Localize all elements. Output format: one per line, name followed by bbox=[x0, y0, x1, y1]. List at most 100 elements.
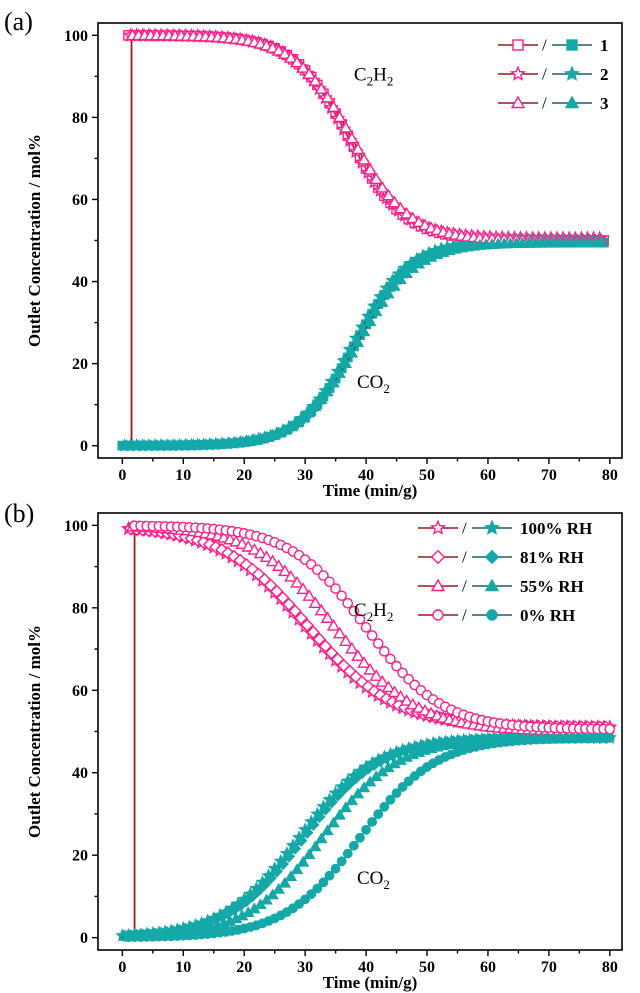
co2-point bbox=[357, 325, 371, 337]
co2-point bbox=[400, 267, 413, 279]
c2h2-point bbox=[372, 638, 384, 649]
co2-point bbox=[325, 795, 338, 809]
c2h2-point bbox=[265, 554, 280, 567]
co2-point bbox=[363, 775, 377, 787]
c2h2-point bbox=[332, 626, 347, 639]
co2-point bbox=[367, 816, 378, 827]
c2h2-point bbox=[348, 605, 360, 617]
y-tick-label: 0 bbox=[80, 438, 88, 455]
co2-point bbox=[361, 824, 371, 835]
c2h2-point bbox=[318, 570, 329, 581]
y-tick-label: 60 bbox=[72, 683, 88, 700]
c2h2-point bbox=[387, 685, 402, 698]
legend-open-marker bbox=[430, 578, 446, 592]
co2-point bbox=[282, 850, 296, 863]
legend-filled-marker bbox=[566, 39, 578, 51]
x-tick-label: 20 bbox=[236, 467, 252, 484]
x-tick-label: 30 bbox=[297, 959, 313, 976]
legend-open-marker bbox=[429, 519, 447, 535]
c2h2-point bbox=[604, 723, 616, 735]
co2-point bbox=[300, 894, 311, 905]
c2h2-point bbox=[366, 630, 378, 641]
co2-point bbox=[300, 826, 314, 839]
co2-point bbox=[339, 357, 352, 368]
c2h2-point bbox=[342, 597, 354, 609]
co2-point bbox=[355, 832, 365, 843]
y-axis-title: Outlet Concentration / mol% bbox=[25, 134, 44, 347]
legend-item: / 81% RH bbox=[418, 548, 584, 567]
legend-filled-marker bbox=[564, 95, 580, 109]
co2-point bbox=[331, 789, 344, 802]
x-tick-label: 10 bbox=[175, 467, 191, 484]
co2-point bbox=[270, 865, 283, 878]
chart-panel-a: (a) 0 10 20 30 40 50 60 70 80 0 20 40 60 80 100 Time (mi… bbox=[4, 7, 623, 500]
co2-point bbox=[264, 871, 277, 885]
y-tick-label: 80 bbox=[72, 600, 88, 617]
panel-label: (b) bbox=[4, 499, 34, 528]
co2-point bbox=[337, 782, 350, 796]
legend-label: 0% RH bbox=[520, 606, 575, 625]
co2-point bbox=[351, 787, 365, 799]
c2h2-point bbox=[354, 613, 366, 625]
c2h2-point bbox=[357, 656, 371, 668]
legend-item: /1 bbox=[498, 36, 609, 55]
co2-label: CO2 bbox=[357, 868, 390, 892]
c2h2-point bbox=[308, 74, 323, 86]
c2h2-point bbox=[345, 641, 359, 654]
x-tick-label: 0 bbox=[118, 467, 126, 484]
c2h2-point bbox=[324, 646, 339, 660]
c2h2-point bbox=[324, 576, 335, 588]
c2h2-point bbox=[330, 583, 341, 594]
co2-point bbox=[290, 863, 304, 875]
c2h2-point bbox=[391, 660, 402, 672]
legend-slash: / bbox=[462, 577, 467, 596]
c2h2-point bbox=[284, 51, 298, 63]
c2h2-point bbox=[406, 211, 420, 224]
co2-point bbox=[266, 888, 279, 900]
co2-point bbox=[330, 863, 341, 874]
co2-point bbox=[276, 857, 290, 871]
co2-point bbox=[278, 876, 292, 888]
co2-point bbox=[388, 279, 401, 291]
co2-point bbox=[313, 810, 326, 824]
co2-point bbox=[394, 273, 407, 284]
c2h2-point bbox=[290, 55, 304, 68]
c2h2-point bbox=[294, 611, 308, 625]
c2h2-point bbox=[271, 43, 286, 56]
y-tick-label: 100 bbox=[64, 518, 88, 535]
y-tick-label: 20 bbox=[72, 356, 88, 373]
c2h2-point bbox=[253, 546, 268, 559]
c2h2-point bbox=[312, 632, 327, 646]
co2-point bbox=[321, 385, 334, 397]
co2-point bbox=[382, 287, 395, 299]
co2-point bbox=[296, 855, 310, 867]
legend-slash: / bbox=[542, 94, 547, 113]
c2h2-point bbox=[296, 582, 310, 595]
series-3 bbox=[120, 28, 609, 451]
c2h2-point bbox=[351, 649, 365, 661]
c2h2-label: C2H2 bbox=[354, 64, 393, 88]
y-tick-label: 60 bbox=[72, 192, 88, 209]
co2-point bbox=[342, 848, 353, 859]
co2-point bbox=[351, 335, 365, 347]
c2h2-point bbox=[320, 611, 335, 623]
legend-label: 55% RH bbox=[520, 577, 584, 596]
c2h2-point bbox=[399, 206, 414, 219]
co2-point bbox=[309, 840, 322, 852]
c2h2-point bbox=[336, 590, 347, 602]
co2-point bbox=[309, 400, 322, 412]
c2h2-point bbox=[314, 603, 329, 616]
co2-point bbox=[246, 889, 259, 903]
c2h2-point bbox=[259, 550, 274, 563]
legend-slash: / bbox=[462, 519, 467, 538]
c2h2-point bbox=[314, 82, 329, 94]
y-tick-label: 40 bbox=[72, 274, 88, 291]
legend-item: /3 bbox=[498, 94, 609, 113]
legend-slash: / bbox=[462, 548, 467, 567]
c2h2-point bbox=[306, 625, 321, 639]
chart-panel-b: (b) 0 10 20 30 40 50 60 70 80 0 20 40 60 80 100 Time (mi… bbox=[4, 499, 623, 992]
c2h2-point bbox=[369, 669, 383, 681]
co2-point bbox=[284, 870, 298, 882]
c2h2-label: C2H2 bbox=[354, 600, 393, 624]
c2h2-point bbox=[296, 60, 310, 73]
